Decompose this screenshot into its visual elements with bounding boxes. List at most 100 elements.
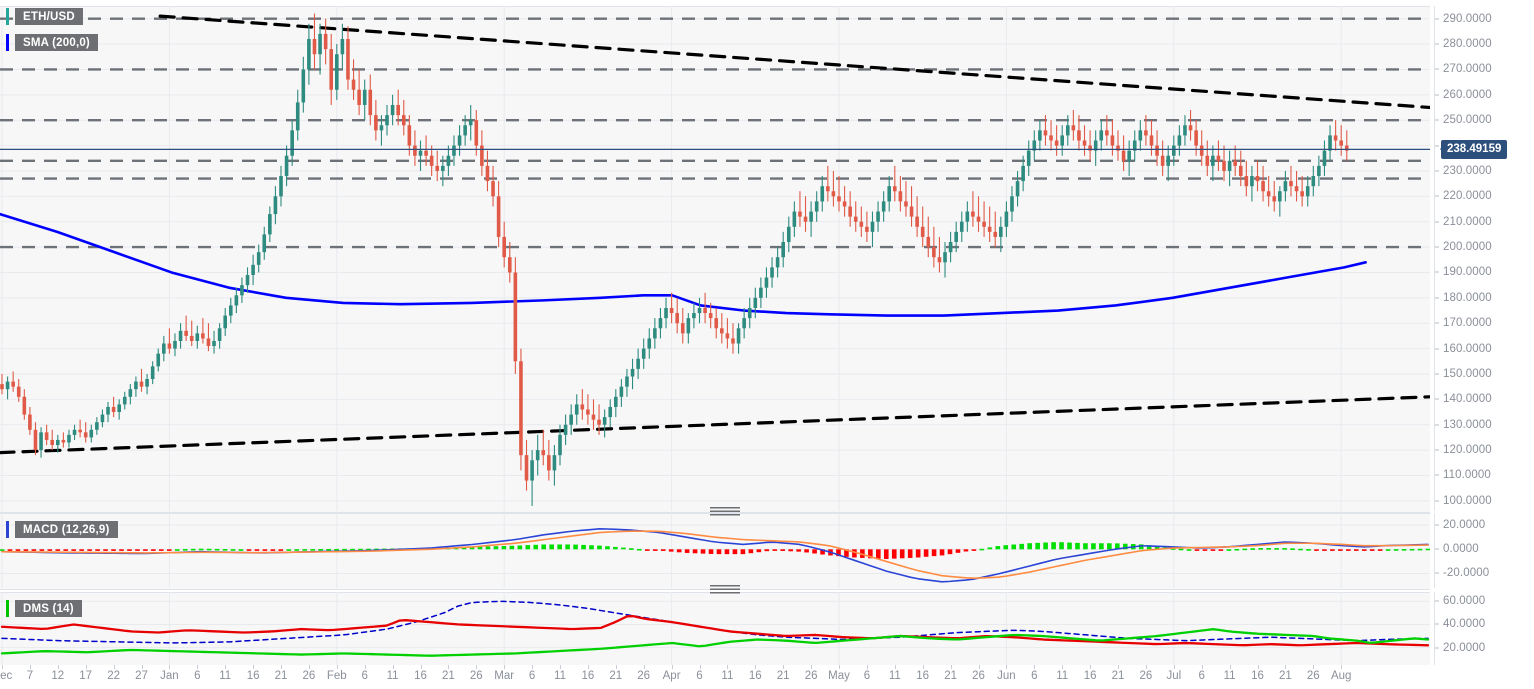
time-axis-tick-mark [1229,665,1231,669]
time-axis-tick-label: 22 [107,670,120,682]
time-axis-tick-label: 11 [888,670,901,682]
price-axis-tick-mark [1434,18,1439,20]
price-axis-tick-label: 190.0000 [1443,266,1492,279]
time-axis-tick-label: 16 [246,670,260,682]
time-axis-tick-mark [308,665,310,669]
price-axis-tick-label: 260.0000 [1443,88,1492,101]
time-axis-tick-mark [2,665,3,669]
time-axis-tick-label: 17 [79,670,93,682]
time-axis-tick-label: 26 [637,670,651,682]
price-axis-tick-mark [1434,170,1439,172]
time-axis-tick-label: 21 [609,670,623,682]
macd-panel-resize-handle[interactable] [710,507,740,516]
time-axis-tick-mark [866,665,868,669]
price-axis-tick-mark [1434,68,1439,70]
current-price-badge: 238.49159 [1439,139,1508,159]
macd-axis-tick-mark [1434,548,1439,550]
time-axis-tick-mark [476,665,478,669]
dms-axis-tick-mark [1434,600,1439,602]
time-axis-tick-label: 6 [528,670,536,682]
time-axis-tick-mark [169,665,171,669]
time-axis-tick-label: Jan [160,670,179,682]
time-axis-tick-mark [225,665,227,669]
price-axis-tick-mark [1434,398,1439,400]
dms-axis-tick-label: 20.0000 [1443,641,1486,654]
time-axis-tick-label: May [828,670,850,682]
dms-legend-badge[interactable]: DMS (14) [15,600,82,617]
price-axis-tick-label: 270.0000 [1443,63,1492,76]
time-axis-tick-label: 21 [776,670,790,682]
time-axis-tick-mark [253,665,255,669]
time-axis-tick-label: 6 [194,670,201,682]
time-axis-tick-mark [671,665,673,669]
dms-value-axis[interactable]: 60.0000 40.0000 20.0000 [1434,0,1534,689]
price-axis-tick-mark [1434,500,1439,502]
time-axis-tick-label: 16 [414,670,427,682]
time-axis-tick-label: 6 [696,670,703,682]
symbol-legend-badge[interactable]: ETH/USD [15,8,83,25]
time-axis-tick-mark [1257,665,1259,669]
time-axis-tick-label: Mar [494,670,515,682]
time-axis-tick-mark [755,665,757,669]
time-axis[interactable]: Dec 7 12 17 22 27 Jan 6 11 16 21 26 Feb 6 11 16 21 26 Mar 6… [0,665,1534,689]
dms-axis-tick-label: 40.0000 [1443,618,1486,631]
dms-accent-bar [6,600,9,617]
price-plot-canvas [0,6,1430,665]
time-axis-tick-label: 26 [1139,670,1153,682]
price-axis-tick-mark [1434,195,1439,197]
price-axis-tick-mark [1434,373,1439,375]
price-axis-tick-label: 150.0000 [1443,367,1492,380]
macd-legend-badge[interactable]: MACD (12,26,9) [15,521,118,538]
time-axis-tick-mark [281,665,282,669]
price-axis-tick-mark [1434,474,1439,476]
macd-axis-tick-mark [1434,524,1439,526]
price-axis-tick-label: 210.0000 [1443,215,1492,228]
macd-panel[interactable] [0,513,1430,590]
time-axis-tick-mark [1145,665,1147,669]
time-axis-tick-label: 11 [386,670,399,682]
time-axis-tick-mark [1313,665,1315,669]
time-axis-tick-mark [1062,665,1064,669]
dms-axis-tick-label: 60.0000 [1443,595,1486,608]
macd-accent-bar [6,521,9,538]
time-axis-tick-label: 26 [972,670,985,682]
symbol-accent-bar [6,8,9,25]
macd-value-axis[interactable]: 20.0000 0.0000 -20.0000 [1434,0,1534,689]
sma-legend-badge[interactable]: SMA (200,0) [15,34,98,51]
time-axis-tick-mark [448,665,450,669]
price-axis-tick-mark [1434,119,1439,121]
time-axis-tick-mark [922,665,924,669]
time-axis-tick-mark [643,665,645,669]
time-axis-tick-mark [336,665,338,669]
price-axis-tick-label: 110.0000 [1443,469,1491,482]
time-axis-tick-mark [587,665,589,669]
price-axis-tick-label: 220.0000 [1443,190,1492,203]
price-axis-tick-mark [1434,271,1439,273]
time-axis-tick-label: 16 [1083,670,1097,682]
time-axis-tick-mark [29,665,31,669]
time-axis-tick-label: 16 [748,670,762,682]
macd-axis-tick-label: 0.0000 [1443,543,1479,556]
time-axis-tick-label: 6 [361,670,368,682]
dms-panel-resize-handle[interactable] [710,585,740,594]
price-axis-tick-label: 120.0000 [1443,444,1492,457]
time-axis-tick-label: 26 [469,670,483,682]
price-axis-tick-mark [1434,449,1439,451]
price-axis-tick-mark [1434,322,1439,324]
time-axis-tick-label: 21 [944,670,957,682]
time-axis-tick-mark [420,665,422,669]
time-axis-tick-mark [1034,665,1036,669]
time-axis-tick-label: 6 [1198,670,1205,682]
time-axis-tick-mark [57,665,59,669]
price-axis-tick-label: 280.0000 [1443,38,1492,51]
price-axis-tick-label: 100.0000 [1443,494,1492,507]
dms-axis-tick-mark [1434,623,1439,625]
time-axis-tick-label: 6 [863,670,871,682]
price-axis-tick-mark [1434,424,1439,426]
time-axis-tick-label: 11 [554,670,566,682]
time-axis-tick-mark [113,665,115,669]
time-axis-tick-label: 16 [581,670,595,682]
price-axis-tick-label: 170.0000 [1443,317,1492,330]
time-axis-tick-mark [1341,665,1343,669]
